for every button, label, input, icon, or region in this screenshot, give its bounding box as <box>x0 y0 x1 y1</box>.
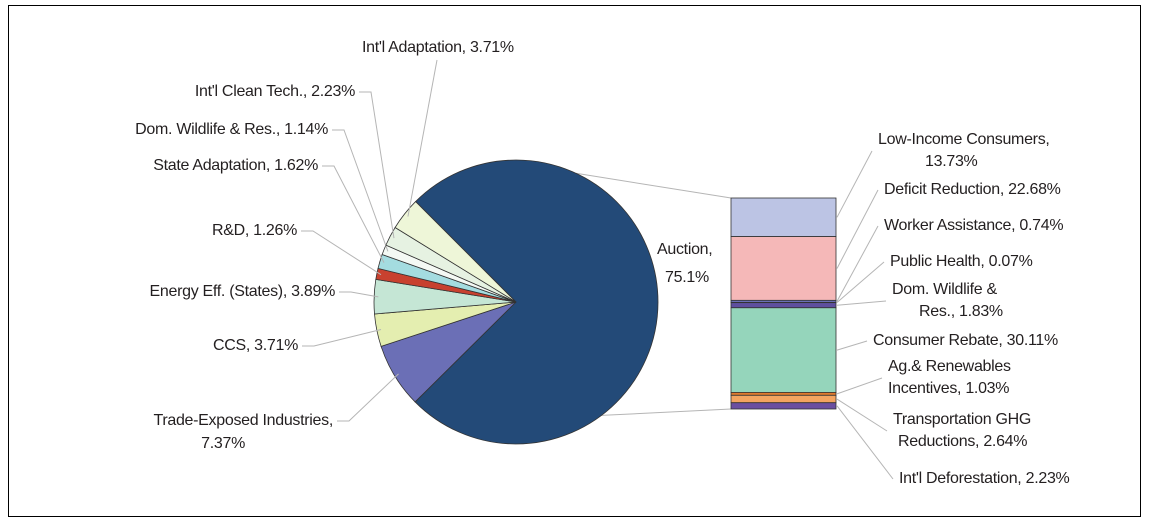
bar-segment <box>730 392 837 396</box>
bar-segment <box>730 302 837 309</box>
leader-line <box>359 91 395 239</box>
pie-label: R&D, 1.26% <box>212 222 297 239</box>
connector-line <box>575 172 732 199</box>
leader-line <box>836 150 873 218</box>
bar-segment <box>730 307 837 393</box>
bar-label: Res., 1.83% <box>919 303 1003 320</box>
leader-line <box>302 329 382 347</box>
leader-line <box>836 261 885 303</box>
pie-label: Energy Eff. (States), 3.89% <box>150 283 336 300</box>
bar-label: Transportation GHG <box>893 411 1031 428</box>
leader-line <box>407 59 438 217</box>
bar-label: Dom. Wildlife & <box>892 281 997 298</box>
pie-slice <box>414 159 659 445</box>
pie-label: Int'l Clean Tech., 2.23% <box>195 83 355 100</box>
bar-label: Worker Assistance, 0.74% <box>884 217 1063 234</box>
leader-line <box>836 189 879 269</box>
bar-label: Ag.& Renewables <box>888 358 1011 375</box>
bar-label: Int'l Deforestation, 2.23% <box>899 470 1070 487</box>
bar-segment <box>730 394 837 404</box>
leader-line <box>836 300 887 306</box>
bar-label: Reductions, 2.64% <box>898 433 1027 450</box>
leader-line <box>337 373 399 422</box>
pie-label: Trade-Exposed Industries, <box>153 412 333 429</box>
leader-line <box>332 129 389 252</box>
bar-segment <box>730 402 837 410</box>
pie-label: Int'l Adaptation, 3.71% <box>362 39 514 56</box>
pie-label: State Adaptation, 1.62% <box>153 157 318 174</box>
bar-label: Consumer Rebate, 30.11% <box>873 332 1058 349</box>
pie-label: 7.37% <box>201 435 245 452</box>
bar-label: 13.73% <box>925 153 978 170</box>
leader-line <box>836 340 868 351</box>
pie-label: 75.1% <box>665 269 709 286</box>
leader-line <box>836 398 888 432</box>
bar-label: Low-Income Consumers, <box>878 131 1050 148</box>
pie-label: CCS, 3.71% <box>213 337 298 354</box>
bar-segment <box>730 236 837 301</box>
leader-line <box>836 377 883 395</box>
pie-label: Auction, <box>657 241 712 258</box>
leader-line <box>301 230 382 276</box>
connector-line <box>601 408 732 416</box>
bar-segment <box>730 197 837 237</box>
leader-line <box>836 225 879 302</box>
bar-label: Incentives, 1.03% <box>888 380 1009 397</box>
leader-line <box>339 291 379 298</box>
leader-line <box>322 165 385 263</box>
bar-label: Public Health, 0.07% <box>890 253 1033 270</box>
pie-label: Dom. Wildlife & Res., 1.14% <box>135 121 328 138</box>
pie-slice <box>394 201 517 303</box>
bar-label: Deficit Reduction, 22.68% <box>884 181 1061 198</box>
leader-line <box>836 405 894 480</box>
